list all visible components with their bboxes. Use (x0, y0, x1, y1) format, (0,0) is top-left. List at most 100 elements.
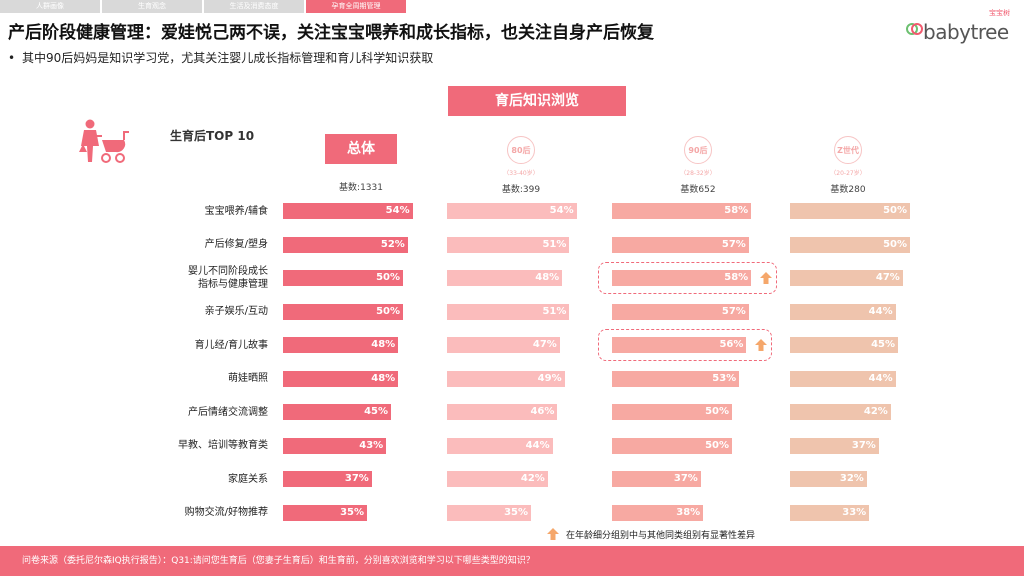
bar: 42% (790, 404, 891, 420)
column-header-genz: Z世代 (834, 136, 862, 164)
up-arrow-icon (755, 339, 768, 351)
footer-source: 问卷来源（委托尼尔森IQ执行报告）：Q31:请问您生育后（您妻子生育后）和生育前… (0, 546, 1024, 576)
bar-value-label: 35% (504, 506, 528, 518)
bar: 50% (283, 303, 403, 320)
bar: 58% (612, 270, 752, 286)
bar-value-label: 58% (724, 205, 749, 216)
row-label: 亲子娱乐/互动 (204, 306, 268, 317)
footer-text: 问卷来源（委托尼尔森IQ执行报告）：Q31:请问您生育后（您妻子生育后）和生育前… (22, 556, 535, 566)
bar: 35% (447, 504, 531, 521)
bar: 37% (612, 471, 701, 487)
babytree-logo: 宝宝树 babytree (905, 6, 1015, 44)
bar-value-label: 42% (863, 406, 888, 417)
column-base-90s: 基数652 (680, 185, 716, 195)
tab-0[interactable]: 人群画像 (0, 0, 100, 13)
bar-value-label: 56% (719, 339, 744, 350)
section-banner: 育后知识浏览 (448, 86, 626, 116)
row-label: 产后修复/塑身 (204, 239, 268, 250)
bar-value-label: 42% (520, 473, 545, 484)
row-label: 宝宝喂养/辅食 (204, 205, 268, 217)
bar: 50% (283, 270, 403, 286)
babytree-logo-icon (906, 23, 923, 35)
bar: 52% (283, 236, 408, 253)
logo-en-text: babytree (923, 20, 1009, 44)
column-range-80s: （33-40岁） (503, 170, 539, 177)
bar-value-label: 50% (883, 205, 907, 216)
column-range-90s: （28-32岁） (680, 170, 716, 177)
bar: 47% (447, 337, 560, 353)
bar: 38% (612, 504, 704, 521)
bar: 50% (790, 203, 910, 219)
bar: 37% (790, 437, 879, 454)
bar-value-label: 57% (721, 305, 746, 317)
bar: 35% (283, 504, 367, 521)
row-label: 婴儿不同阶段成长 指标与健康管理 (188, 266, 268, 290)
page-subtitle: • 其中90后妈妈是知识学习党，尤其关注婴儿成长指标管理和育儿科学知识获取 (8, 49, 433, 66)
column-range-genz: （20-27岁） (830, 170, 866, 177)
bar: 50% (612, 437, 732, 454)
bar: 54% (283, 203, 413, 219)
row-label: 家庭关系 (228, 473, 268, 485)
bar-value-label: 47% (875, 272, 900, 283)
tab-3[interactable]: 孕育全周期管理 (306, 0, 406, 13)
bar-value-label: 37% (851, 439, 876, 451)
bar-value-label: 37% (344, 473, 369, 484)
column-header-90s: 90后 (684, 136, 712, 164)
bar: 45% (790, 337, 898, 353)
bullet: • (8, 51, 16, 65)
logo-cn-text: 宝宝树 (989, 9, 1010, 17)
tab-2[interactable]: 生活及消费态度 (204, 0, 304, 13)
row-label: 早教、培训等教育类 (178, 440, 268, 451)
bar: 48% (447, 270, 563, 286)
column-base-80s: 基数:399 (501, 185, 541, 195)
bar-value-label: 50% (883, 238, 907, 250)
bar-value-label: 54% (549, 205, 574, 216)
bar: 37% (283, 471, 372, 487)
bar-value-label: 45% (364, 406, 388, 417)
bar: 43% (283, 437, 387, 454)
legend: 在年龄细分组别中与其他同类组别有显著性差异 (546, 527, 755, 541)
bar-value-label: 50% (705, 406, 729, 417)
bar: 46% (447, 404, 558, 420)
significance-highlight-box (598, 262, 778, 294)
bar-value-label: 48% (535, 272, 560, 283)
bar-value-label: 50% (376, 272, 400, 283)
column-header-total: 总体 (325, 134, 397, 164)
bar: 50% (612, 404, 732, 420)
legend-text: 在年龄细分组别中与其他同类组别有显著性差异 (566, 530, 756, 541)
bar-value-label: 50% (705, 439, 729, 451)
bar-value-label: 46% (530, 406, 555, 417)
row-label: 产后情绪交流调整 (188, 406, 268, 418)
up-arrow-icon (760, 272, 773, 284)
bar: 33% (790, 504, 870, 521)
bar-value-label: 58% (724, 272, 749, 283)
page-title: 产后阶段健康管理：爱娃悦己两不误，关注宝宝喂养和成长指标，也关注自身产后恢复 (8, 23, 654, 43)
bar-value-label: 35% (340, 506, 364, 518)
column-base-total: 基数:1331 (339, 183, 383, 193)
bar-value-label: 51% (542, 305, 567, 317)
bar-value-label: 44% (868, 305, 893, 317)
bar: 51% (447, 236, 570, 253)
bar-value-label: 47% (532, 339, 557, 350)
up-arrow-icon (547, 528, 559, 540)
bar-value-label: 32% (839, 473, 864, 484)
bar: 54% (447, 203, 577, 219)
column-header-80s: 80后 (507, 136, 535, 164)
chart-title: 生育后TOP 10 (170, 129, 255, 143)
bar: 44% (447, 437, 553, 454)
bar: 57% (612, 236, 749, 253)
bar: 44% (790, 303, 896, 320)
row-label: 购物交流/好物推荐 (184, 507, 268, 518)
mother-with-stroller-icon (79, 119, 129, 163)
bar: 58% (612, 203, 752, 219)
tab-1[interactable]: 生育观念 (102, 0, 202, 13)
row-label: 萌娃晒照 (228, 373, 268, 384)
bar: 47% (790, 270, 903, 286)
bar-value-label: 50% (376, 305, 400, 317)
bar-value-label: 45% (871, 339, 895, 350)
bar: 44% (790, 370, 896, 387)
bar: 48% (283, 370, 399, 387)
bar-value-label: 43% (359, 439, 384, 451)
subtitle-text: 其中90后妈妈是知识学习党，尤其关注婴儿成长指标管理和育儿科学知识获取 (22, 51, 434, 65)
bar: 53% (612, 370, 740, 387)
